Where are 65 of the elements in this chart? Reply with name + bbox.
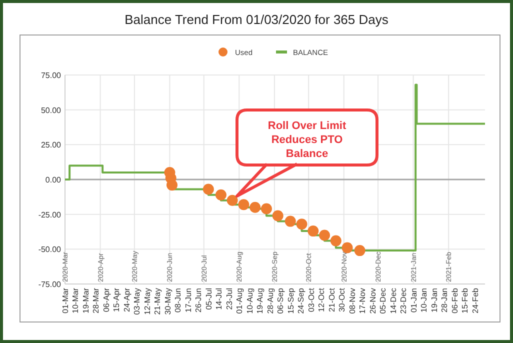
x-tick-label: 19-Mar (81, 288, 90, 314)
x-tick-label: 01-Mar (61, 288, 70, 314)
x-tick-label: 15-Feb (460, 287, 470, 314)
point (308, 226, 319, 237)
x-tick-label: 05-Dec (378, 288, 388, 314)
point (226, 194, 238, 206)
x-tick-label: 28-Aug (266, 288, 275, 314)
x-tick-label: 14-Dec (388, 288, 398, 314)
point (342, 242, 353, 254)
chart-title: Balance Trend From 01/03/2020 for 365 Days (124, 12, 389, 27)
y-tick-label: 50.00 (40, 106, 62, 115)
x-tick-label: 14-Jul (214, 288, 224, 310)
y-tick-label: -25.00 (38, 210, 62, 220)
x-tick-label: 21-May (153, 288, 162, 315)
point (319, 230, 330, 241)
point (202, 184, 214, 195)
x-tick-label: 24-Feb (470, 287, 480, 314)
x-tick-label: 10-Aug (245, 288, 254, 314)
x-tick-label: 08-Nov (348, 288, 357, 314)
x-tick-label: 26-Jun (194, 288, 204, 312)
x-tick-label: 19-Jan (430, 288, 439, 312)
x-tick-label: 28-Mar (92, 288, 101, 314)
x-tick-label: 17-Nov (358, 288, 368, 314)
x-tick-label: 10-Jan (420, 288, 429, 312)
point (330, 235, 342, 246)
x-tick-label: 12-Oct (317, 287, 326, 312)
x-tick-label: 01-Aug (235, 288, 244, 314)
x-tick-label: 01-Jan (409, 288, 418, 312)
point (250, 202, 261, 213)
point (215, 189, 226, 200)
x-tick-label: 06-Sep (276, 287, 286, 314)
x-tick-label: 17-Jun (184, 288, 193, 312)
x-tick-label: 15-Apr (112, 288, 122, 312)
x-tick-label: 24-Apr (122, 288, 132, 312)
x-tick-label: 23-Jul (224, 288, 234, 310)
x-tick-label: 06-Feb (450, 287, 460, 314)
x-tick-label: 05-Jul (204, 288, 214, 310)
point (166, 180, 178, 191)
x-tick-label: 10-Mar (71, 288, 80, 314)
point (354, 245, 366, 256)
x-tick-label: 21-Oct (327, 287, 336, 312)
y-tick-label: -50.00 (38, 245, 62, 254)
point (238, 199, 250, 210)
x-tick-label: 30-Oct (338, 287, 347, 312)
x-tick-label: 08-Jun (174, 288, 183, 312)
y-tick-label: -75.00 (38, 280, 62, 289)
x-tick-label: 23-Dec (399, 288, 408, 314)
x-tick-label: 30-May (163, 288, 172, 315)
y-tick-label: 75.00 (40, 71, 62, 80)
x-tick-label: 26-Nov (368, 288, 378, 314)
x-tick-label: 24-Sep (296, 287, 306, 314)
x-tick-label: 06-Apr (102, 288, 111, 312)
x-tick-label: 15-Sep (286, 287, 296, 314)
x-tick-label: 03-Oct (306, 287, 316, 312)
x-tick-label: 03-May (132, 288, 142, 315)
point (272, 210, 284, 222)
x-tick-label: 12-May (142, 288, 152, 315)
point (296, 218, 308, 230)
x-tick-label: 28-Jan (440, 288, 450, 312)
y-tick-label: 25.00 (40, 140, 62, 150)
point (284, 216, 296, 227)
y-tick-label: 0.00 (45, 176, 62, 184)
point (260, 203, 272, 214)
annotation: Roll Over Limit Reduces PTO Balance (268, 120, 346, 160)
x-tick-label: 19-Aug (256, 288, 265, 314)
